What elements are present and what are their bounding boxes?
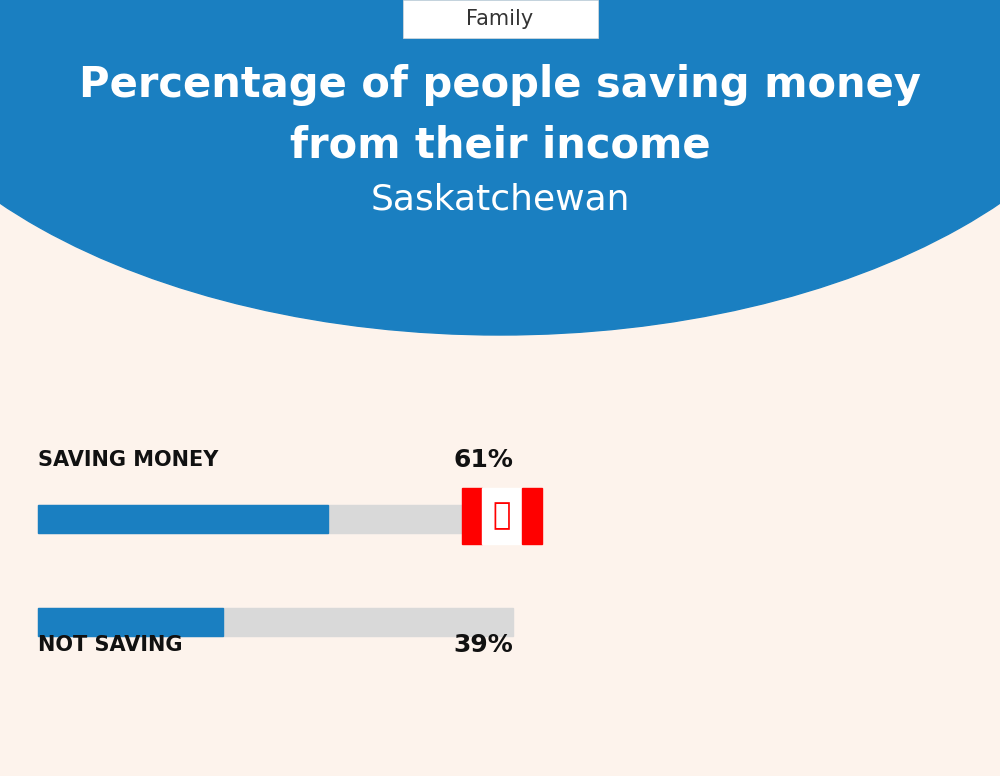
Text: 39%: 39%	[453, 633, 513, 657]
Text: 61%: 61%	[453, 448, 513, 472]
Bar	[38, 608, 223, 636]
Bar	[38, 505, 328, 533]
FancyBboxPatch shape	[402, 0, 598, 38]
Ellipse shape	[0, 0, 1000, 335]
Text: Percentage of people saving money: Percentage of people saving money	[79, 64, 921, 106]
Bar	[38, 608, 513, 636]
Text: 🍁: 🍁	[493, 501, 511, 531]
Text: from their income: from their income	[290, 124, 710, 166]
Text: Saskatchewan: Saskatchewan	[370, 183, 630, 217]
Bar	[522, 488, 542, 544]
Text: SAVING MONEY: SAVING MONEY	[38, 450, 218, 470]
Bar	[482, 488, 522, 544]
Bar	[462, 488, 482, 544]
Text: Family: Family	[466, 9, 534, 29]
Bar	[38, 505, 513, 533]
Text: NOT SAVING: NOT SAVING	[38, 635, 182, 655]
